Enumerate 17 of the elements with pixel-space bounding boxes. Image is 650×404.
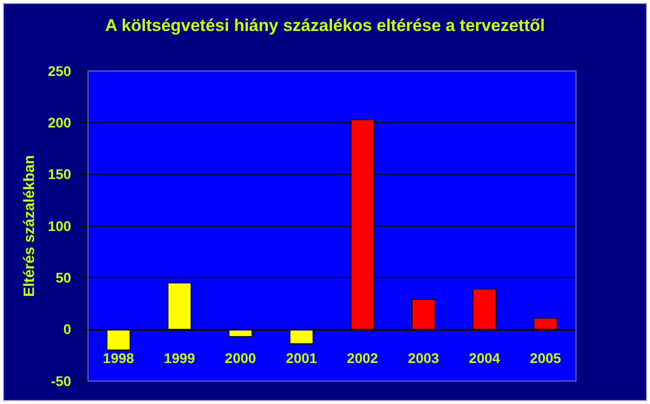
y-tick-label: -50 <box>50 372 72 389</box>
y-tick-label: 200 <box>48 114 72 131</box>
x-tick-label: 2003 <box>408 350 440 366</box>
y-tick-label: 150 <box>48 166 72 182</box>
x-tick-label: 1998 <box>102 350 134 366</box>
y-tick-label: 250 <box>48 62 72 79</box>
x-tick-label: 1999 <box>164 350 196 366</box>
x-tick-label: 2000 <box>224 350 256 366</box>
x-tick-label: 2001 <box>286 350 318 366</box>
x-tick-label: 2002 <box>346 350 378 366</box>
chart-title: A költségvetési hiány százalékos eltérése a tervezettől <box>105 16 545 35</box>
y-tick-label: 0 <box>63 321 72 338</box>
y-axis-title: Eltérés százalékban <box>21 155 38 297</box>
x-tick-label: 2005 <box>530 350 562 366</box>
y-tick-label: 100 <box>48 218 72 234</box>
y-tick-label: 50 <box>56 270 72 286</box>
x-tick-label: 2004 <box>468 350 500 366</box>
